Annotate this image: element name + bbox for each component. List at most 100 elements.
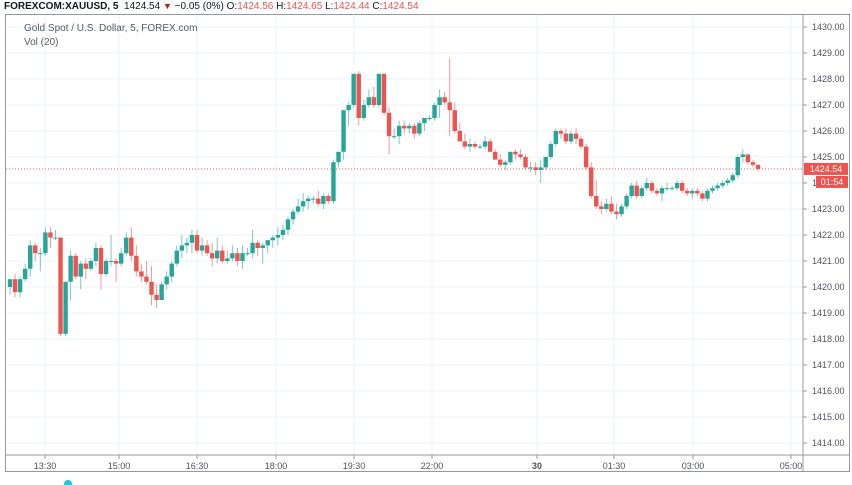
candle-body — [290, 211, 296, 220]
price-axis-label: 1425.00 — [812, 152, 845, 162]
candle-body — [285, 219, 291, 230]
candle-body — [578, 138, 584, 147]
candles — [7, 58, 761, 337]
candle-body — [523, 157, 528, 168]
candle-body — [457, 131, 463, 142]
candle-body — [654, 190, 660, 194]
symbol-name: FOREXCOM:XAUUSD, 5 — [4, 1, 119, 12]
price-axis-label: 1421.00 — [812, 256, 845, 266]
candle-body — [432, 105, 437, 118]
last-price: 1424.54 — [124, 1, 161, 12]
candle-body — [402, 125, 407, 129]
candle-body — [629, 185, 634, 196]
price-axis-label: 1415.00 — [812, 412, 845, 422]
candle-body — [184, 242, 190, 246]
candle-body — [730, 175, 735, 181]
candle-body — [235, 253, 240, 261]
candle-body — [533, 167, 538, 170]
candle-body — [280, 229, 286, 235]
candle-body — [139, 271, 144, 277]
time-axis-label: 22:00 — [421, 461, 444, 471]
candle-body — [189, 235, 195, 243]
candle-body — [614, 211, 619, 215]
candle-body — [695, 190, 700, 194]
candle-body — [149, 281, 154, 295]
candle-body — [225, 258, 230, 261]
candle-body — [250, 242, 255, 254]
candle-body — [422, 118, 427, 124]
candle-body — [144, 276, 149, 282]
candle-body — [674, 183, 680, 189]
open-label: O: — [226, 1, 238, 12]
candle-body — [412, 125, 417, 134]
candle-body — [245, 253, 250, 255]
candle-body — [583, 146, 589, 168]
candle-body — [563, 133, 569, 142]
candle-body — [589, 167, 594, 196]
last-price-tag — [804, 162, 848, 175]
candle-body — [558, 131, 564, 134]
candle-body — [487, 141, 493, 152]
candle-body — [573, 133, 579, 139]
candle-body — [710, 188, 715, 191]
candle-body — [83, 263, 89, 269]
candle-body — [169, 263, 174, 277]
price-change: −0.05 (0%) — [174, 1, 224, 12]
candle-body — [270, 237, 276, 241]
candle-body — [73, 255, 78, 277]
candle-body — [396, 125, 402, 137]
candle-body — [351, 73, 356, 105]
price-axis-label: 1430.00 — [812, 22, 845, 32]
candle-body — [492, 151, 498, 160]
candle-body — [437, 97, 442, 105]
candle-body — [725, 180, 730, 183]
candle-body — [624, 196, 629, 207]
candle-body — [427, 118, 432, 119]
candle-body — [538, 167, 543, 170]
close-label: C: — [372, 1, 383, 12]
price-axis-label: 1414.00 — [812, 438, 845, 448]
candle-body — [705, 190, 710, 199]
countdown-tag — [816, 175, 848, 188]
candle-body — [78, 263, 83, 277]
candle-body — [356, 73, 361, 118]
candle-body — [179, 245, 185, 251]
candle-body — [381, 73, 387, 113]
candle-body — [568, 133, 574, 142]
candle-body — [720, 183, 725, 186]
candle-body — [639, 188, 644, 196]
price-axis-label: 1423.00 — [812, 204, 845, 214]
candle-body — [594, 196, 599, 207]
candle-body — [447, 102, 452, 111]
candle-body — [103, 261, 109, 274]
candle-body — [220, 250, 225, 261]
candle-body — [58, 237, 63, 334]
price-axis-label: 1422.00 — [812, 230, 845, 240]
price-axis-label: 1418.00 — [812, 334, 845, 344]
candle-body — [240, 253, 245, 261]
candle-body — [498, 159, 503, 165]
candle-body — [462, 141, 468, 147]
candle-body — [68, 255, 73, 282]
candle-body — [417, 123, 422, 134]
price-axis-label: 1427.00 — [812, 100, 845, 110]
high-value: 1424.65 — [286, 1, 323, 12]
candle-body — [199, 245, 205, 251]
candle-body — [346, 105, 351, 111]
candle-body — [604, 203, 609, 209]
candle-body — [113, 261, 119, 264]
candle-body — [326, 196, 331, 202]
time-axis-label: 13:30 — [34, 461, 57, 471]
candle-body — [690, 190, 695, 194]
candle-body — [467, 144, 473, 147]
candle-body — [204, 245, 210, 254]
candle-body — [275, 235, 281, 238]
candle-body — [391, 136, 397, 138]
candle-body — [472, 144, 478, 147]
candle-body — [33, 245, 38, 254]
scroll-indicator-icon[interactable] — [64, 480, 72, 485]
candle-body — [664, 188, 670, 190]
legend-title: Gold Spot / U.S. Dollar, 5, FOREX.com — [24, 23, 198, 34]
candle-body — [341, 110, 346, 152]
